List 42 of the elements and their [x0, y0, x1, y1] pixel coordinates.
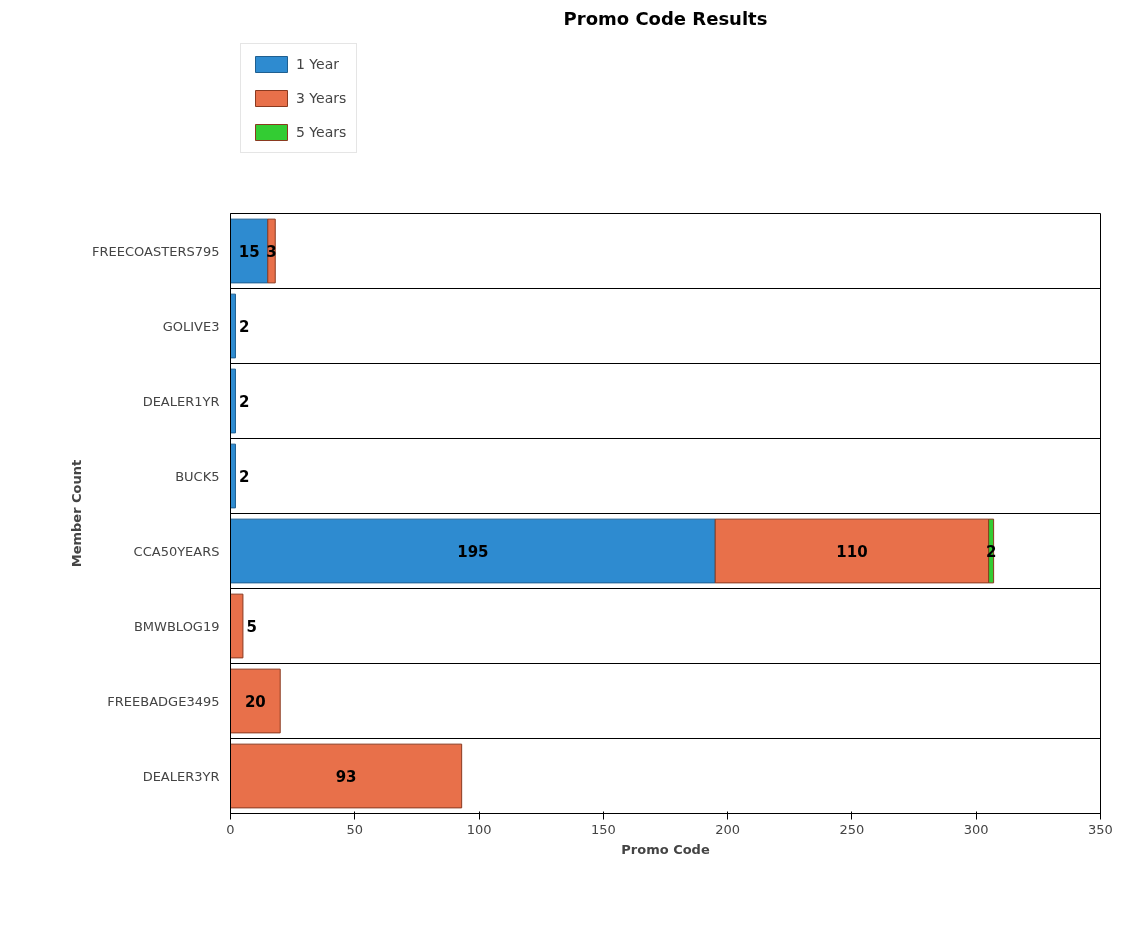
data-label: 5: [246, 618, 257, 636]
bar: [230, 443, 236, 509]
x-tick-label: 200: [715, 821, 741, 837]
data-label: 195: [457, 543, 489, 561]
data-label: 2: [238, 468, 250, 486]
bar: [230, 743, 463, 809]
bar: [267, 218, 276, 284]
data-label: 20: [244, 693, 266, 711]
y-tick-label: BUCK5: [175, 468, 220, 484]
data-label: 93: [335, 768, 357, 786]
y-tick-label: GOLIVE3: [162, 318, 220, 334]
x-tick-label: 100: [466, 821, 492, 837]
bar: [230, 593, 244, 659]
y-tick-label: FREEBADGE3495: [107, 693, 220, 709]
legend-label: 3 Years: [296, 90, 347, 106]
data-label: 2: [238, 318, 250, 336]
legend-label: 1 Year: [296, 56, 339, 72]
bar: [230, 218, 269, 284]
chart-title: Promo Code Results: [563, 7, 768, 29]
bar: [230, 293, 236, 359]
x-tick-label: 250: [839, 821, 865, 837]
bar: [230, 668, 281, 734]
data-label: 15: [238, 243, 260, 261]
bar: [230, 518, 716, 584]
data-label: 3: [266, 243, 277, 261]
x-tick-label: 50: [346, 821, 364, 837]
y-tick-label: CCA50YEARS: [133, 543, 220, 559]
data-label: 2: [238, 393, 250, 411]
y-tick-label: FREECOASTERS795: [92, 243, 220, 259]
data-label: 2: [985, 543, 997, 561]
x-axis-title: Promo Code: [621, 841, 710, 857]
x-tick-label: 300: [963, 821, 989, 837]
data-label: 110: [836, 543, 868, 561]
y-tick-label: DEALER1YR: [142, 393, 220, 409]
x-tick-label: 0: [226, 821, 235, 837]
x-tick-label: 150: [590, 821, 616, 837]
y-tick-label: DEALER3YR: [142, 768, 220, 784]
x-tick-label: 350: [1088, 821, 1113, 837]
bar: [230, 368, 236, 434]
y-tick-label: BMWBLOG19: [133, 618, 220, 634]
legend-label: 5 Years: [296, 124, 347, 140]
y-axis-title: Member Count: [69, 459, 85, 568]
